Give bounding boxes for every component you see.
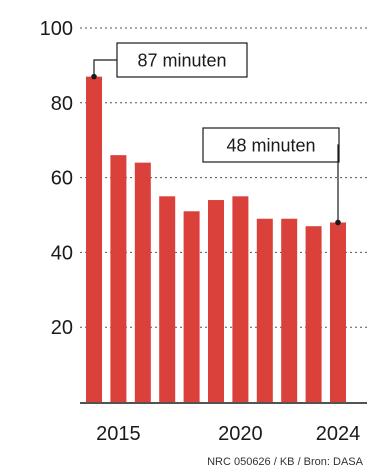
y-tick-label-100: 100 <box>40 18 73 40</box>
callout-dot <box>91 73 97 80</box>
bar-2024 <box>330 222 346 402</box>
bar-2014 <box>86 76 102 403</box>
y-tick-label-60: 60 <box>51 168 73 190</box>
callout-dot <box>335 219 341 226</box>
bar-2015 <box>110 155 127 402</box>
x-tick-label-2015: 2015 <box>96 423 141 445</box>
x-axis-labels: 2015 2020 2024 <box>96 423 360 445</box>
callout-2024: 48 minuten <box>202 127 341 226</box>
x-tick-label-2020: 2020 <box>218 423 263 445</box>
callout-box <box>202 127 340 163</box>
callout-leader <box>93 59 117 77</box>
callout-2014: 87 minuten <box>91 42 248 80</box>
bar-2016 <box>134 162 151 402</box>
bars-layer <box>86 76 346 403</box>
bar-2017 <box>159 196 176 402</box>
y-tick-label-80: 80 <box>51 93 73 115</box>
callout-leader <box>337 144 339 223</box>
y-tick-label-20: 20 <box>51 317 73 339</box>
bar-2019 <box>208 200 224 402</box>
y-tick-label-40: 40 <box>51 242 73 264</box>
callout-label: 48 minuten <box>226 136 315 156</box>
bar-2020 <box>232 196 249 402</box>
callouts-layer: 87 minuten 48 minuten <box>91 42 341 226</box>
bar-2021 <box>256 218 273 402</box>
bar-2022 <box>281 218 298 402</box>
bar-2023 <box>305 226 322 402</box>
callout-label: 87 minuten <box>137 51 226 71</box>
source-credit: NRC 050626 / KB / Bron: DASA <box>207 456 363 468</box>
y-axis-labels: 20 40 60 80 100 <box>40 18 73 339</box>
bar-2018 <box>183 211 200 402</box>
x-tick-label-2024: 2024 <box>316 423 361 445</box>
callout-box <box>116 42 248 78</box>
